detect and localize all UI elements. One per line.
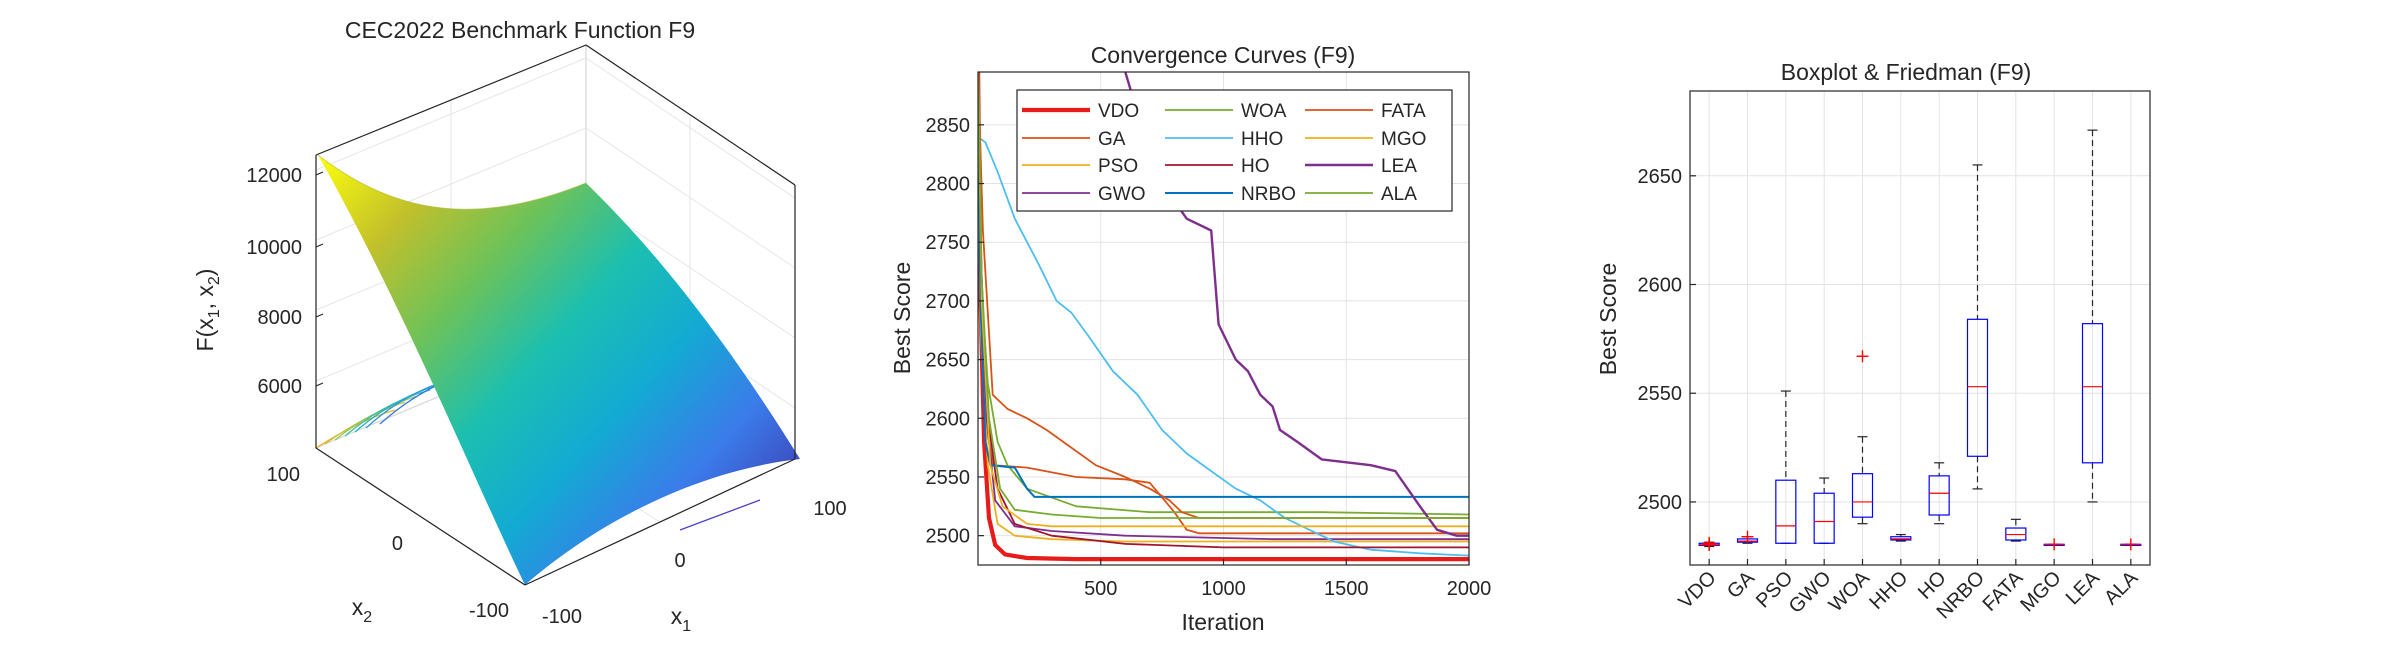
x-tick-label-ala: ALA: [2100, 567, 2143, 610]
box-ho: [1928, 462, 1950, 525]
box-ga: [1736, 530, 1759, 544]
x-tick-label-woa: WOA: [1825, 567, 1875, 617]
surface-title: CEC2022 Benchmark Function F9: [345, 17, 695, 43]
box-vdo: [1698, 536, 1720, 551]
x1-axis: [524, 458, 796, 586]
z-axis-label: F(x1, x2): [192, 269, 223, 352]
x-tick-label: 2000: [1447, 578, 1492, 600]
box-rect: [1775, 479, 1797, 544]
box-rect: [2081, 323, 2104, 464]
box-woa: [1851, 350, 1874, 525]
z-ticks: [315, 171, 324, 387]
boxplot-grid: [1690, 91, 2150, 565]
convergence-x-ticks: 500 1000 1500 2000: [1084, 559, 1491, 600]
legend-label-lea: LEA: [1381, 156, 1417, 177]
y-tick-label: 2600: [926, 408, 971, 430]
box-rect: [1928, 475, 1950, 516]
x-tick-label-mgo: MGO: [2016, 567, 2065, 616]
x2-tick-label: -100: [469, 600, 509, 622]
legend-label-ga: GA: [1098, 129, 1126, 150]
legend-label-mgo: MGO: [1381, 129, 1426, 150]
y-tick-label: 2600: [1638, 275, 1683, 297]
x-tick-label-hho: HHO: [1865, 567, 1912, 614]
box-pso: [1775, 390, 1797, 544]
y-tick-label: 2500: [1638, 492, 1683, 514]
series-line-nrbo: [978, 77, 1469, 498]
box-rect: [1813, 492, 1835, 544]
legend-label-nrbo: NRBO: [1241, 184, 1296, 205]
surface-panel: CEC2022 Benchmark Function F9: [192, 17, 847, 635]
boxplot-marks: [1698, 129, 2142, 551]
box-rect: [1851, 473, 1874, 518]
boxplot-panel: Boxplot & Friedman (F9) 2500 2550 2600 2650…: [1595, 59, 2151, 623]
box-mgo: [2043, 538, 2065, 551]
y-tick-label: 2500: [926, 526, 971, 548]
convergence-y-label: Best Score: [889, 262, 915, 375]
legend-label-hho: HHO: [1241, 129, 1283, 150]
convergence-legend: VDO GA PSO GWO WOA HHO HO NRBO FATA MGO LEA ALA: [1016, 89, 1453, 212]
x-tick-label: 1500: [1324, 578, 1369, 600]
z-tick-label: 10000: [246, 237, 302, 259]
y-tick-label: 2650: [1638, 166, 1683, 188]
box-ala: [2120, 538, 2142, 551]
series-line-fata: [978, 72, 1469, 519]
y-tick-label: 2550: [926, 467, 971, 489]
convergence-lines: [978, 72, 1469, 562]
box-lea: [2081, 129, 2104, 503]
series-line-hho: [978, 135, 1469, 557]
box-rect: [1966, 318, 1989, 457]
surface-back-edge: [317, 154, 587, 210]
y-tick-label: 2700: [926, 291, 971, 313]
x-tick-label-gwo: GWO: [1785, 567, 1836, 618]
x1-tick-label: -100: [542, 606, 582, 628]
box-hho: [1890, 533, 1912, 542]
x2-tick-label: 100: [267, 464, 300, 486]
convergence-x-label: Iteration: [1181, 609, 1264, 635]
y-tick-label: 2650: [926, 350, 971, 372]
legend-label-vdo: VDO: [1098, 101, 1139, 122]
legend-label-gwo: GWO: [1098, 184, 1146, 205]
x2-axis-label: x2: [352, 594, 373, 626]
surface-mesh: [318, 155, 800, 585]
box-fata: [2005, 518, 2027, 542]
y-tick-label: 2800: [926, 174, 971, 196]
boxplot-y-label: Best Score: [1595, 263, 1621, 376]
series-line-lea: [1124, 72, 1469, 537]
legend-label-fata: FATA: [1381, 101, 1426, 122]
x2-axis: [315, 447, 526, 586]
boxplot-y-ticks: 2500 2550 2600 2650: [1638, 166, 1696, 514]
x-tick-label-fata: FATA: [1979, 567, 2028, 616]
y-tick-label: 2550: [1638, 383, 1683, 405]
x2-tick-label: 0: [392, 533, 403, 555]
boxplot-plot-area: [1690, 91, 2150, 565]
x1-tick-label: 100: [813, 498, 846, 520]
x-tick-label-lea: LEA: [2062, 567, 2105, 610]
x-tick-label-vdo: VDO: [1674, 567, 1720, 613]
x-tick-label: 500: [1084, 578, 1117, 600]
y-tick-label: 2850: [926, 115, 971, 137]
convergence-title: Convergence Curves (F9): [1091, 42, 1356, 68]
convergence-panel: Convergence Curves (F9) 500 1000 1500 2000 …: [889, 42, 1491, 635]
box-edge-top-right: [585, 44, 796, 186]
x1-tick-label: 0: [674, 550, 685, 572]
legend-label-pso: PSO: [1098, 156, 1138, 177]
convergence-y-ticks: 2500 2550 2600 2650 2700 2750 2800 2850: [926, 115, 984, 548]
y-tick-label: 2750: [926, 232, 971, 254]
z-tick-label: 6000: [258, 376, 303, 398]
boxplot-title: Boxplot & Friedman (F9): [1781, 59, 2032, 85]
z-tick-label: 8000: [258, 307, 303, 329]
x1-axis-label: x1: [671, 603, 692, 635]
legend-label-woa: WOA: [1241, 101, 1287, 122]
boxplot-axes-box: [1689, 90, 2151, 566]
box-gwo: [1813, 477, 1835, 544]
legend-label-ho: HO: [1241, 156, 1270, 177]
box-edge-top-left: [315, 44, 587, 156]
x-tick-label: 1000: [1201, 578, 1246, 600]
box-nrbo: [1966, 164, 1989, 490]
z-tick-label: 12000: [246, 165, 302, 187]
legend-label-ala: ALA: [1381, 184, 1417, 205]
